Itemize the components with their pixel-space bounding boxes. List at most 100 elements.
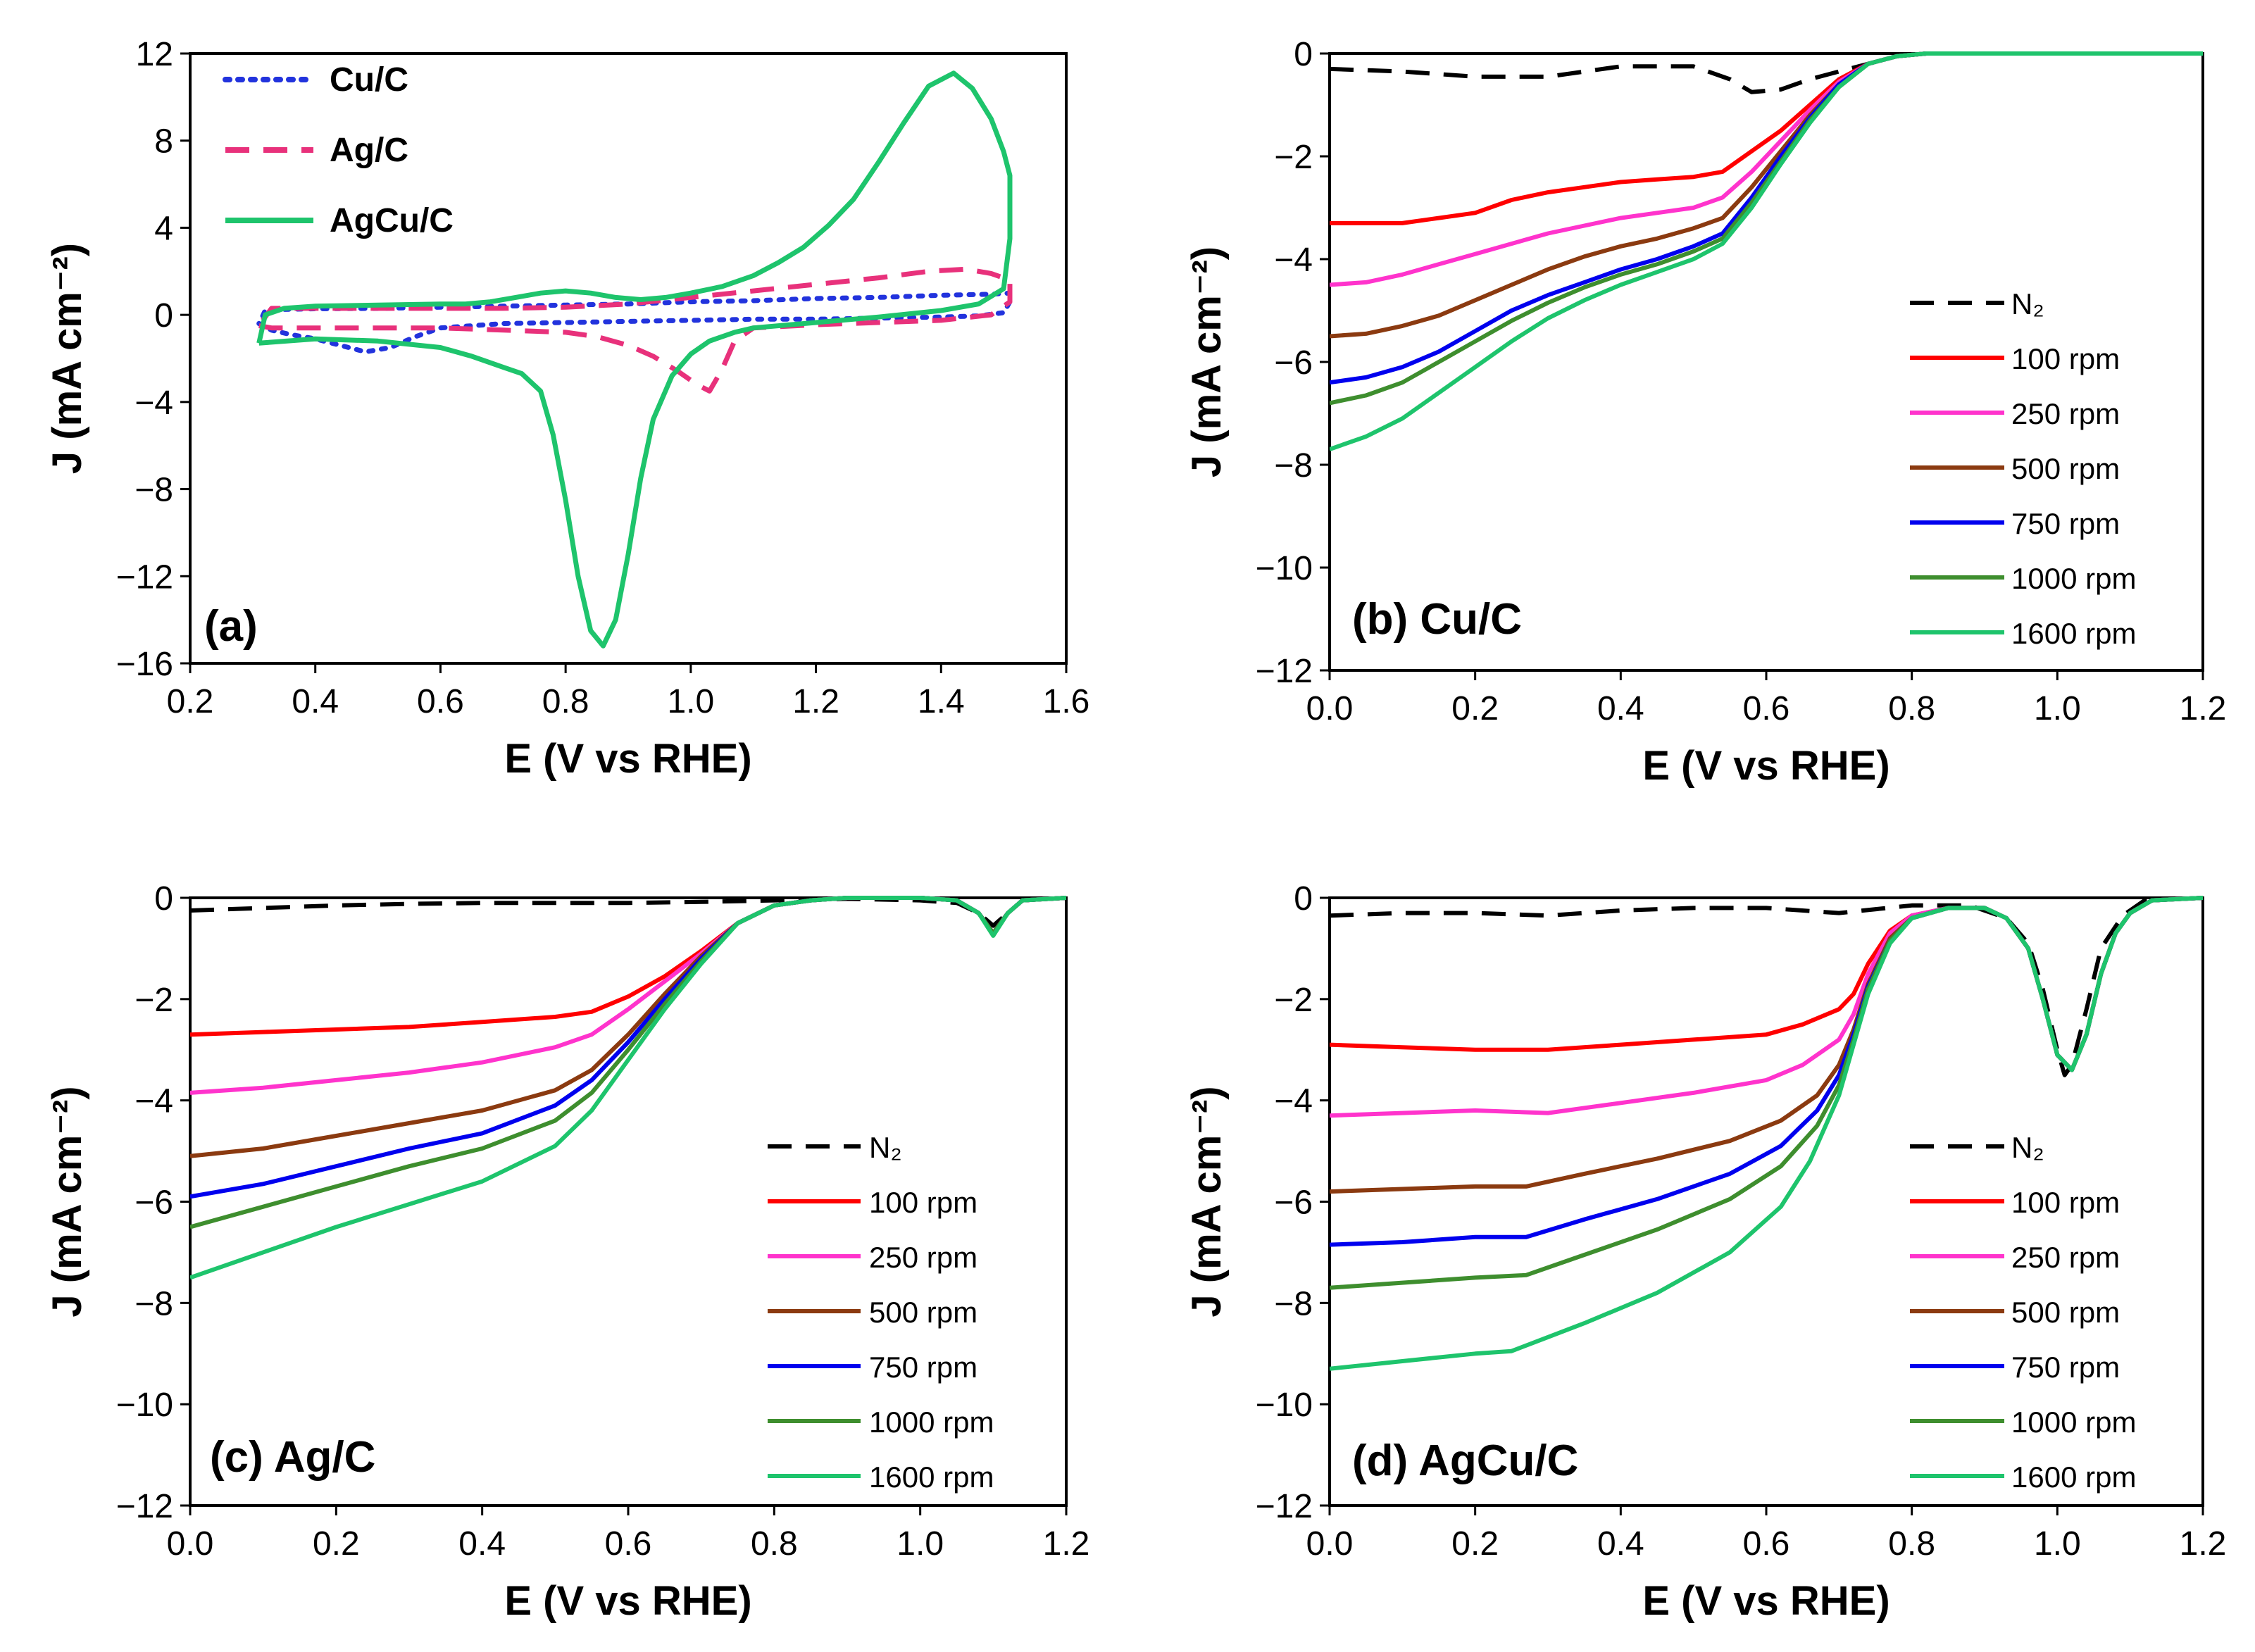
y-axis-title: J (mA cm⁻²): [44, 1086, 90, 1317]
x-axis-title: E (V vs RHE): [1642, 1578, 1889, 1624]
y-tick-label: −12: [1256, 653, 1313, 690]
y-tick-label: −6: [135, 1184, 173, 1222]
x-tick-label: 0.2: [1451, 1525, 1499, 1563]
legend: N₂ 100 rpm 250 rpm 500 rpm 750 rpm 1000 rpm 16…: [1910, 1131, 2136, 1494]
chart-panel-2: 0.0 0.2 0.4 0.6 0.8 1.0 1.2 0 −2 −4 −6 −8 −10 −12 E (V…: [1184, 36, 2226, 789]
series-line-1600-rpm: [190, 896, 1066, 1280]
y-tick-label: −6: [1274, 344, 1313, 382]
x-axis-title: E (V vs RHE): [504, 1578, 751, 1624]
x-tick-label: 1.6: [1043, 683, 1090, 720]
x-tick-label: 0.6: [417, 683, 464, 720]
legend-label: 1600 rpm: [2011, 1460, 2136, 1494]
legend-label: N₂: [869, 1131, 902, 1164]
x-tick-label: 0.2: [167, 683, 214, 720]
series-line-n-: [1330, 51, 2203, 94]
x-tick-label: 0.2: [313, 1525, 360, 1563]
series-line-500-rpm: [1330, 896, 2203, 1194]
y-tick-label: −12: [116, 1488, 173, 1525]
x-tick-label: 1.2: [792, 683, 839, 720]
panel-label: (a): [204, 602, 258, 651]
y-axis-title: J (mA cm⁻²): [1184, 1086, 1230, 1317]
series-line-1000-rpm: [1330, 896, 2203, 1290]
y-tick-label: 0: [154, 880, 173, 918]
legend-label: 250 rpm: [2011, 397, 2120, 430]
chart-panel-1: 0.2 0.4 0.6 0.8 1.0 1.2 1.4 1.6 12 8 4 0 −4 −8 −12 −16 E…: [44, 36, 1089, 782]
legend-label: Cu/C: [330, 61, 408, 99]
plot-area-frame: [189, 52, 1068, 665]
panel-label: (b) Cu/C: [1352, 595, 1522, 644]
series-line-500-rpm: [1330, 51, 2203, 339]
legend: N₂ 100 rpm 250 rpm 500 rpm 750 rpm 1000 rpm 16…: [1910, 287, 2136, 650]
series-line-n-: [1330, 896, 2203, 1077]
y-tick-label: 8: [154, 123, 173, 161]
y-tick-label: −10: [1256, 1387, 1313, 1424]
y-tick-label: −2: [1274, 139, 1313, 176]
series-line-100-rpm: [1330, 51, 2203, 225]
y-axis-title: J (mA cm⁻²): [44, 243, 90, 474]
legend-label: 100 rpm: [869, 1186, 977, 1219]
x-tick-label: 0.0: [1306, 1525, 1354, 1563]
legend-label: Ag/C: [330, 132, 408, 169]
x-axis-title: E (V vs RHE): [1642, 743, 1889, 789]
series-line-agcu-c: [256, 70, 1013, 649]
y-tick-label: −12: [1256, 1488, 1313, 1525]
x-tick-label: 0.4: [292, 683, 339, 720]
legend-label: 250 rpm: [2011, 1241, 2120, 1274]
x-tick-label: 0.0: [1306, 690, 1354, 727]
series-line-100-rpm: [1330, 896, 2203, 1072]
legend-label: 250 rpm: [869, 1241, 977, 1274]
series-line-100-rpm: [190, 896, 1066, 1037]
x-tick-label: 1.2: [2180, 1525, 2227, 1563]
x-tick-label: 0.6: [1743, 1525, 1790, 1563]
y-tick-label: 4: [154, 210, 173, 247]
legend-label: 1600 rpm: [869, 1460, 994, 1494]
legend-label: 1000 rpm: [2011, 562, 2136, 595]
legend-label: 500 rpm: [2011, 452, 2120, 485]
legend: N₂ 100 rpm 250 rpm 500 rpm 750 rpm 1000 rpm 16…: [768, 1131, 994, 1494]
legend-label: N₂: [2011, 1131, 2044, 1164]
x-tick-label: 1.2: [2180, 690, 2227, 727]
x-tick-label: 0.4: [458, 1525, 506, 1563]
y-tick-label: −8: [135, 1285, 173, 1322]
x-tick-label: 0.8: [751, 1525, 798, 1563]
legend-label: 100 rpm: [2011, 1186, 2120, 1219]
chart-panel-3: 0.0 0.2 0.4 0.6 0.8 1.0 1.2 0 −2 −4 −6 −8 −10 −12 E (V…: [44, 880, 1089, 1624]
y-tick-label: −16: [116, 646, 173, 683]
legend-label: 750 rpm: [2011, 1351, 2120, 1384]
y-tick-label: −10: [116, 1387, 173, 1424]
y-tick-label: −8: [1274, 1285, 1313, 1322]
y-tick-label: 0: [154, 297, 173, 334]
series-line-750-rpm: [1330, 51, 2203, 385]
x-axis-title: E (V vs RHE): [504, 736, 751, 782]
x-tick-label: 0.8: [542, 683, 589, 720]
series-line-n-: [190, 896, 1066, 928]
series-line-ag-c: [256, 266, 1013, 394]
x-tick-label: 0.6: [605, 1525, 652, 1563]
y-tick-label: 0: [1294, 880, 1313, 918]
x-tick-label: 0.4: [1597, 1525, 1644, 1563]
x-tick-label: 1.0: [2034, 1525, 2081, 1563]
series-line-500-rpm: [190, 896, 1066, 1158]
legend-label: 1600 rpm: [2011, 617, 2136, 650]
legend-label: 750 rpm: [869, 1351, 977, 1384]
y-tick-label: −4: [135, 384, 173, 422]
series-line-250-rpm: [1330, 896, 2203, 1118]
x-tick-label: 0.8: [1888, 1525, 1935, 1563]
y-tick-label: −12: [116, 558, 173, 596]
legend-label: 500 rpm: [869, 1296, 977, 1329]
y-axis-title: J (mA cm⁻²): [1184, 246, 1230, 477]
series-line-1600-rpm: [1330, 896, 2203, 1371]
legend-label: 750 rpm: [2011, 507, 2120, 540]
x-tick-label: 1.2: [1043, 1525, 1090, 1563]
y-tick-label: −8: [1274, 447, 1313, 484]
x-tick-label: 0.2: [1451, 690, 1499, 727]
y-tick-label: −2: [135, 982, 173, 1019]
x-tick-label: 0.6: [1743, 690, 1790, 727]
y-tick-label: −2: [1274, 982, 1313, 1019]
y-tick-label: −4: [135, 1083, 173, 1120]
legend: Cu/C Ag/C AgCu/C: [223, 61, 454, 239]
legend-label: 1000 rpm: [2011, 1406, 2136, 1439]
y-tick-label: 12: [136, 36, 173, 73]
y-tick-label: −4: [1274, 1083, 1313, 1120]
